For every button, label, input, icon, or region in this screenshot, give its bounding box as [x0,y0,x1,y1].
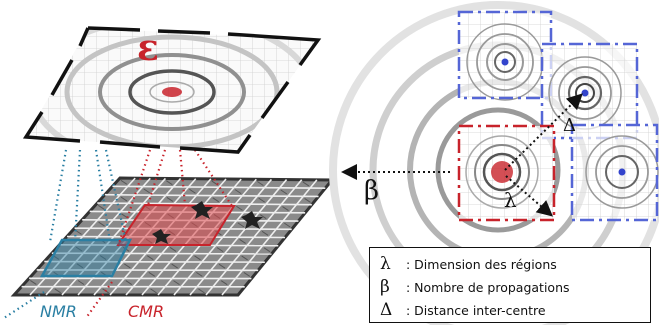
top-plane [22,26,322,154]
legend-text: : Nombre de propagations [406,280,570,295]
legend-row-delta: Δ : Distance inter-centre [380,300,546,320]
epsilon-center-dot [162,87,182,97]
nmr-label: NMR [40,302,77,321]
legend-box: λ : Dimension des régions β : Nombre de pr… [369,247,651,323]
beta-label: β [364,176,380,206]
bottom-grid-plane [10,176,336,297]
blue-region-top [457,10,553,101]
lambda-label: λ [504,188,517,212]
legend-row-beta: β : Nombre de propagations [380,277,570,297]
star-shape [241,211,263,229]
blue-region-bottom [570,123,659,222]
star-shape [191,201,213,219]
legend-text: : Distance inter-centre [406,303,546,318]
legend-symbol: β [380,277,390,297]
projection-lines [3,149,233,319]
nmr-region [39,238,133,278]
legend-symbol: Δ [380,300,393,320]
legend-text: : Dimension des régions [406,257,557,272]
epsilon-symbol: ε [137,27,159,69]
delta-label: Δ [563,115,576,136]
blue-region-right [540,42,639,140]
star-shape [152,229,171,244]
legend-row-lambda: λ : Dimension des régions [380,254,557,274]
right-panel [329,1,659,325]
legend-symbol: λ [380,254,391,274]
cmr-label: CMR [128,302,165,321]
